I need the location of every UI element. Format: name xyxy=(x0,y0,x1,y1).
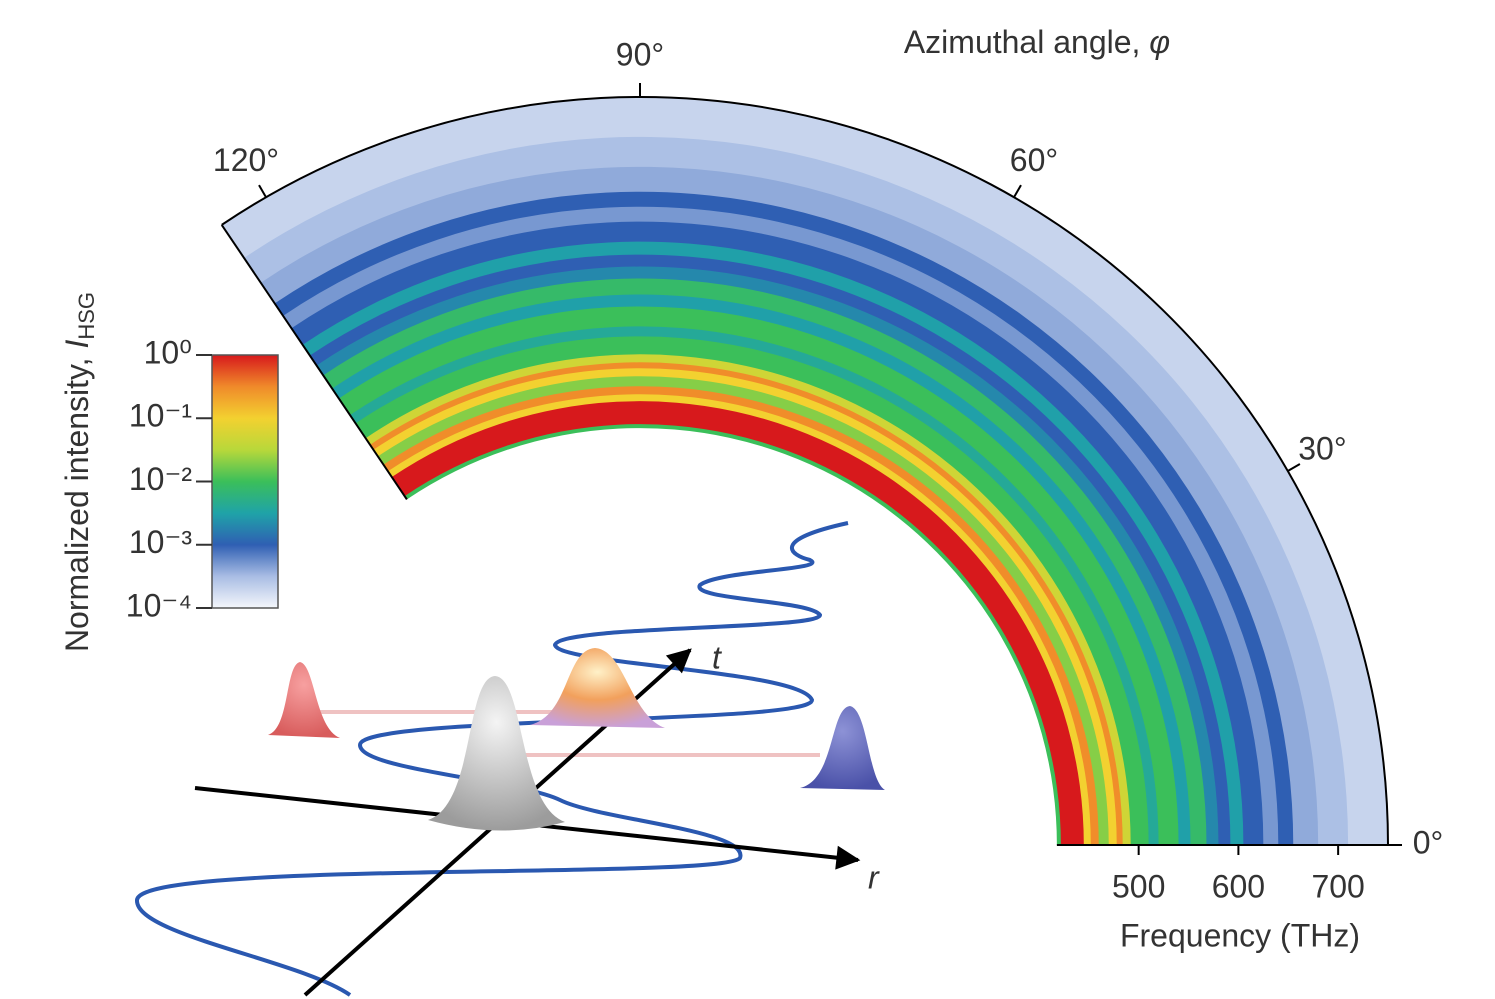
x-tick-label: 600 xyxy=(1212,868,1265,904)
theta-tick-label: 60° xyxy=(1010,142,1058,178)
theta-tick-label: 0° xyxy=(1413,824,1444,860)
colorbar-label: Normalized intensity, IHSG xyxy=(59,292,98,652)
theta-tick xyxy=(259,185,266,197)
title-symbol: φ xyxy=(1149,24,1170,60)
pulse xyxy=(800,706,885,790)
title-text: Azimuthal angle, xyxy=(904,24,1149,60)
colorbar-tick-label: 10⁻⁴ xyxy=(126,587,192,623)
colorbar-label-subscript: HSG xyxy=(74,292,99,340)
x-axis-label: Frequency (THz) xyxy=(1120,917,1360,953)
x-tick-label: 700 xyxy=(1311,868,1364,904)
chart-title: Azimuthal angle, φ xyxy=(904,24,1170,60)
colorbar-tick-label: 10⁻³ xyxy=(129,524,192,560)
colorbar-tick-label: 10⁻² xyxy=(129,461,192,497)
theta-tick-label: 120° xyxy=(213,142,279,178)
colorbar xyxy=(212,355,278,608)
chart: Azimuthal angle, φ Frequency (THz) Norma… xyxy=(0,0,1495,999)
colorbar-label-symbol: I xyxy=(59,340,95,349)
x-tick-label: 500 xyxy=(1112,868,1165,904)
pulse xyxy=(268,662,340,738)
theta-tick-label: 30° xyxy=(1298,430,1346,466)
theta-tick xyxy=(1014,185,1021,197)
t-label: t xyxy=(712,639,722,675)
colorbar-label-text: Normalized intensity, xyxy=(59,349,95,653)
r-label: r xyxy=(868,859,880,895)
colorbar-tick-label: 10⁰ xyxy=(144,334,192,370)
theta-tick-label: 90° xyxy=(616,36,664,72)
colorbar-tick-label: 10⁻¹ xyxy=(129,398,192,434)
